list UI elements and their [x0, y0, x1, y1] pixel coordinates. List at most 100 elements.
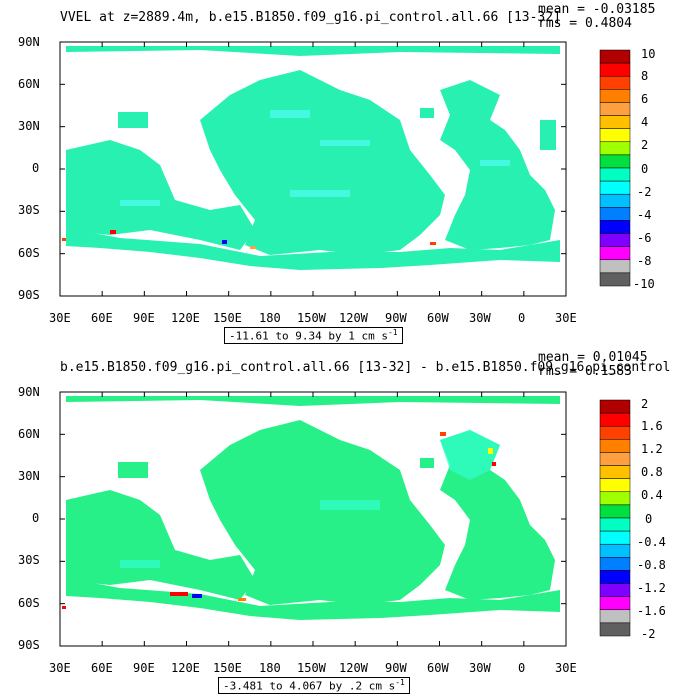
panel2-ocean-field — [66, 396, 560, 620]
lat-label: 60S — [18, 246, 40, 260]
colorbar-swatch — [599, 557, 631, 571]
lon-label: 60E — [91, 311, 113, 325]
lon-label: 30E — [49, 311, 71, 325]
cb-label: 0 — [641, 162, 649, 176]
panel1-speckle — [120, 110, 510, 206]
colorbar-swatch — [599, 89, 631, 103]
cb-label: -10 — [633, 277, 655, 291]
lat-label: 60N — [18, 77, 40, 91]
colorbar-swatch — [599, 272, 631, 287]
lon-label: 90E — [133, 661, 155, 675]
cb-label: -2 — [637, 185, 652, 199]
panel1-range-sup: -1 — [387, 328, 398, 337]
lon-label: 150E — [213, 311, 242, 325]
panel1-map — [59, 41, 567, 297]
panel1-mean: mean = -0.03185 — [538, 2, 656, 17]
colorbar-swatch — [599, 439, 631, 453]
panel2-title: b.e15.B1850.f09_g16.pi_control.all.66 [1… — [60, 360, 671, 375]
lon-label: 150E — [213, 661, 242, 675]
lon-label: 120W — [339, 311, 368, 325]
cb-label: -8 — [637, 254, 652, 268]
lon-label: 30E — [555, 661, 577, 675]
colorbar-swatch — [599, 154, 631, 169]
colorbar-swatch — [599, 504, 631, 519]
lon-label: 180 — [259, 661, 281, 675]
colorbar-swatch — [599, 543, 631, 558]
colorbar-swatch — [599, 583, 631, 597]
cb-label: -2 — [641, 627, 656, 641]
colorbar-swatch — [599, 102, 631, 116]
lat-label: 30S — [18, 203, 40, 217]
colorbar-swatch — [599, 62, 631, 77]
cb-label: 2 — [641, 138, 649, 152]
panel2-range-text: -3.481 to 4.067 by .2 cm s — [223, 679, 396, 693]
panel2-map — [59, 391, 567, 647]
lon-label: 90W — [385, 311, 407, 325]
colorbar-swatch — [599, 465, 631, 479]
colorbar-swatch — [599, 259, 631, 274]
lon-label: 120W — [339, 661, 368, 675]
colorbar-swatch — [599, 141, 631, 156]
colorbar-swatch — [599, 530, 631, 545]
lon-label: 60E — [91, 661, 113, 675]
cb-label: 6 — [641, 92, 649, 106]
cb-label: 4 — [641, 115, 649, 129]
lat-label: 60S — [18, 596, 40, 610]
panel1-rms: rms = 0.4804 — [538, 16, 632, 31]
cb-label: 8 — [641, 69, 649, 83]
cb-label: 1.2 — [641, 442, 663, 456]
lat-label: 30N — [18, 469, 40, 483]
panel2-colorbar — [599, 399, 631, 637]
panel2-rms: rms = 0.1583 — [538, 364, 632, 379]
panel1-title: VVEL at z=2889.4m, b.e15.B1850.f09_g16.p… — [60, 10, 561, 25]
panel2-extremes — [62, 432, 496, 609]
cb-label: -1.2 — [637, 581, 666, 595]
panel2-range-sup: -1 — [395, 678, 405, 687]
colorbar-swatch — [599, 399, 631, 414]
lon-label: 150W — [297, 311, 326, 325]
cb-label: 0.4 — [641, 488, 663, 502]
lon-label: 30E — [49, 661, 71, 675]
lat-label: 60N — [18, 427, 40, 441]
lat-label: 30S — [18, 553, 40, 567]
panel1-range-box: -11.61 to 9.34 by 1 cm s-1 — [224, 327, 403, 344]
colorbar-swatch — [599, 412, 631, 427]
lon-label: 30W — [469, 661, 491, 675]
panel2-range-box: -3.481 to 4.067 by .2 cm s-1 — [218, 677, 410, 694]
lon-label: 60W — [427, 311, 449, 325]
lat-label: 90N — [18, 385, 40, 399]
lon-label: 90E — [133, 311, 155, 325]
lat-label: 0 — [32, 161, 40, 175]
panel1-range-text: -11.61 to 9.34 by 1 cm s — [229, 329, 388, 343]
cb-label: -0.8 — [637, 558, 666, 572]
lat-label: 30N — [18, 119, 40, 133]
lon-label: 30E — [555, 311, 577, 325]
colorbar-swatch — [599, 478, 631, 493]
panel1-extremes — [62, 230, 436, 249]
colorbar-swatch — [599, 452, 631, 466]
colorbar-swatch — [599, 49, 631, 64]
panel1-colorbar — [599, 49, 631, 287]
cb-label: -0.4 — [637, 535, 666, 549]
lat-label: 90S — [18, 288, 40, 302]
colorbar-swatch — [599, 425, 631, 440]
lat-label: 0 — [32, 511, 40, 525]
colorbar-swatch — [599, 220, 631, 234]
cb-label: -6 — [637, 231, 652, 245]
colorbar-swatch — [599, 609, 631, 624]
cb-label: -1.6 — [637, 604, 666, 618]
lon-label: 180 — [259, 311, 281, 325]
cb-label: -4 — [637, 208, 652, 222]
colorbar-swatch — [599, 233, 631, 247]
panel2-mean: mean = 0.01045 — [538, 350, 648, 365]
lat-label: 90N — [18, 35, 40, 49]
lon-label: 60W — [427, 661, 449, 675]
colorbar-swatch — [599, 622, 631, 637]
colorbar-swatch — [599, 180, 631, 195]
cb-label: 10 — [641, 47, 656, 61]
colorbar-swatch — [599, 207, 631, 221]
colorbar-swatch — [599, 570, 631, 584]
cb-label: 1.6 — [641, 419, 663, 433]
lon-label: 120E — [171, 661, 200, 675]
